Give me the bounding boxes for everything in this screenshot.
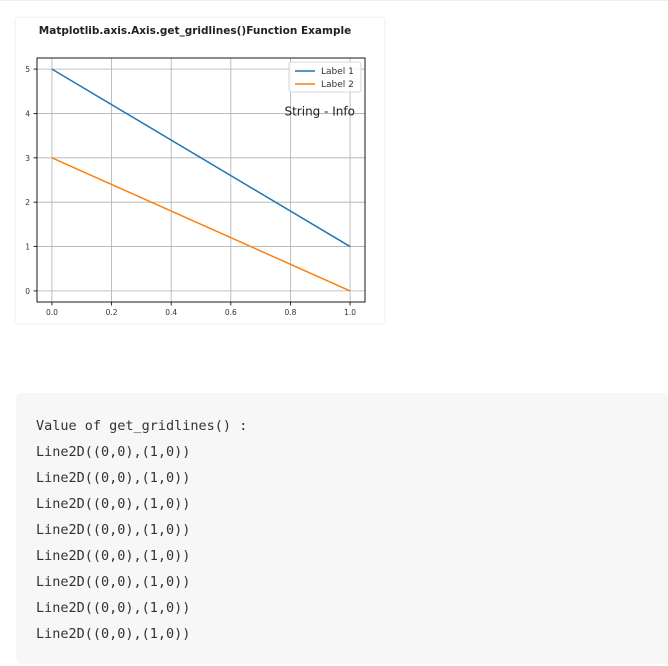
series-line-1 [51,68,351,248]
x-tick-label: 0.8 [284,308,296,317]
y-tick-label: 1 [25,243,30,252]
annotation-text: String - Info [284,105,354,119]
y-tick-label: 4 [25,109,30,118]
output-line: Line2D((0,0),(1,0)) [36,548,191,564]
x-tick-label: 0.0 [46,308,58,317]
output-line: Line2D((0,0),(1,0)) [36,496,191,512]
y-tick-label: 2 [25,198,30,207]
axes-frame [36,57,366,303]
output-header-line: Value of get_gridlines() : [36,418,248,434]
chart-title: Matplotlib.axis.Axis.get_gridlines()Func… [39,25,351,37]
legend-label-2: Label 2 [321,80,354,90]
output-code-block: Value of get_gridlines() : Line2D((0,0),(… [16,393,668,664]
output-line: Line2D((0,0),(1,0)) [36,626,191,642]
output-line: Line2D((0,0),(1,0)) [36,574,191,590]
series-line-2 [51,157,351,292]
plot-area [37,58,365,302]
y-tick-label: 3 [25,154,30,163]
output-line: Line2D((0,0),(1,0)) [36,444,191,460]
line-chart: Matplotlib.axis.Axis.get_gridlines()Func… [25,25,366,317]
output-line: Line2D((0,0),(1,0)) [36,470,191,486]
page-top-divider [0,0,668,1]
output-line: Line2D((0,0),(1,0)) [36,522,191,538]
legend-label-1: Label 1 [321,67,354,77]
x-tick-label: 0.4 [165,308,177,317]
y-tick-label: 5 [25,65,30,74]
y-tick-label: 0 [25,287,30,296]
figure-image: Matplotlib.axis.Axis.get_gridlines()Func… [16,18,384,323]
output-line: Line2D((0,0),(1,0)) [36,600,191,616]
x-tick-label: 0.6 [225,308,237,317]
x-tick-label: 0.2 [106,308,118,317]
x-tick-label: 1.0 [344,308,356,317]
